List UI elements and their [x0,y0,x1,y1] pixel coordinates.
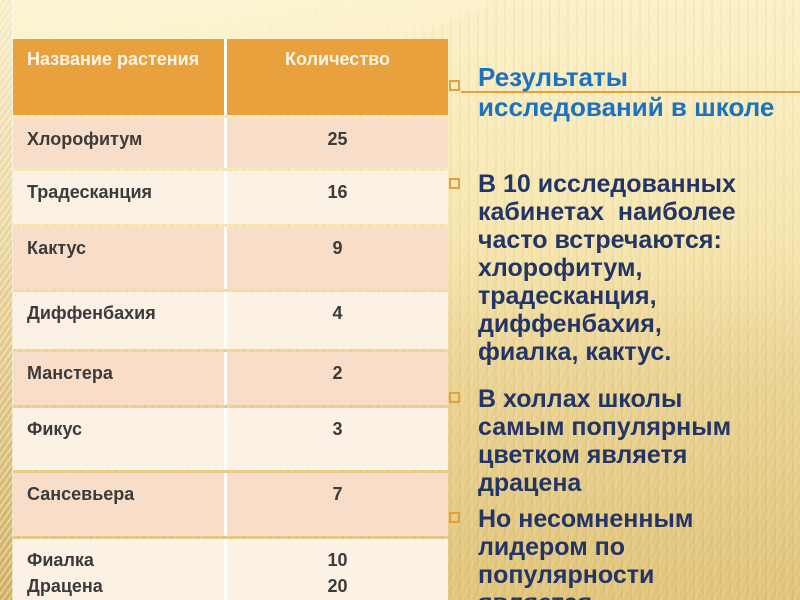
bullet-square-icon [449,178,460,189]
plant-qty-cell: 4 [227,292,448,349]
plant-qty-cell: 9 [227,227,448,289]
table-row: Кактус 9 [13,227,448,289]
table-row: Диффенбахия 4 [13,292,448,349]
table-header-quantity: Количество [227,39,448,115]
table-header-plant-name: Название растения [13,39,224,115]
bullet-square-icon [449,512,460,523]
plant-name-cell: Сансевьера [13,473,224,536]
plant-qty-cell: 7 [227,473,448,536]
bullet-square-icon [449,392,460,403]
left-stripe-decoration [0,0,13,600]
table-row: Фикус 3 [13,408,448,470]
table-row: Традесканция 16 [13,171,448,224]
plant-name-cell: Диффенбахия [13,292,224,349]
plant-qty-cell: 2 [227,352,448,405]
bullet-item: В 10 исследованных кабинетах наиболее ча… [478,170,736,366]
slide-title: Результаты исследований в школе [478,62,775,122]
table-row: Хлорофитум 25 [13,118,448,168]
plant-qty-cell: 3 [227,408,448,470]
bullet-item: Но несомненным лидером по популярности я… [478,505,694,600]
table-header-row: Название растения Количество [13,39,448,115]
plants-table: Название растения Количество Хлорофитум … [13,39,448,600]
plant-name-cell: Традесканция [13,171,224,224]
table-row: Сансевьера 7 [13,473,448,536]
plant-name-cell: Хлорофитум [13,118,224,168]
table-row: Фиалка Драцена 10 20 [13,539,448,600]
plant-qty-cell: 16 [227,171,448,224]
bullet-item: В холлах школы самым популярным цветком … [478,385,732,497]
bullet-square-icon [449,80,460,91]
plant-name-cell: Фикус [13,408,224,470]
plant-qty-cell: 10 20 [227,539,448,600]
table-row: Манстера 2 [13,352,448,405]
plant-qty-cell: 25 [227,118,448,168]
title-underline [461,91,800,93]
plant-name-cell: Фиалка Драцена [13,539,224,600]
plant-name-cell: Манстера [13,352,224,405]
plant-name-cell: Кактус [13,227,224,289]
